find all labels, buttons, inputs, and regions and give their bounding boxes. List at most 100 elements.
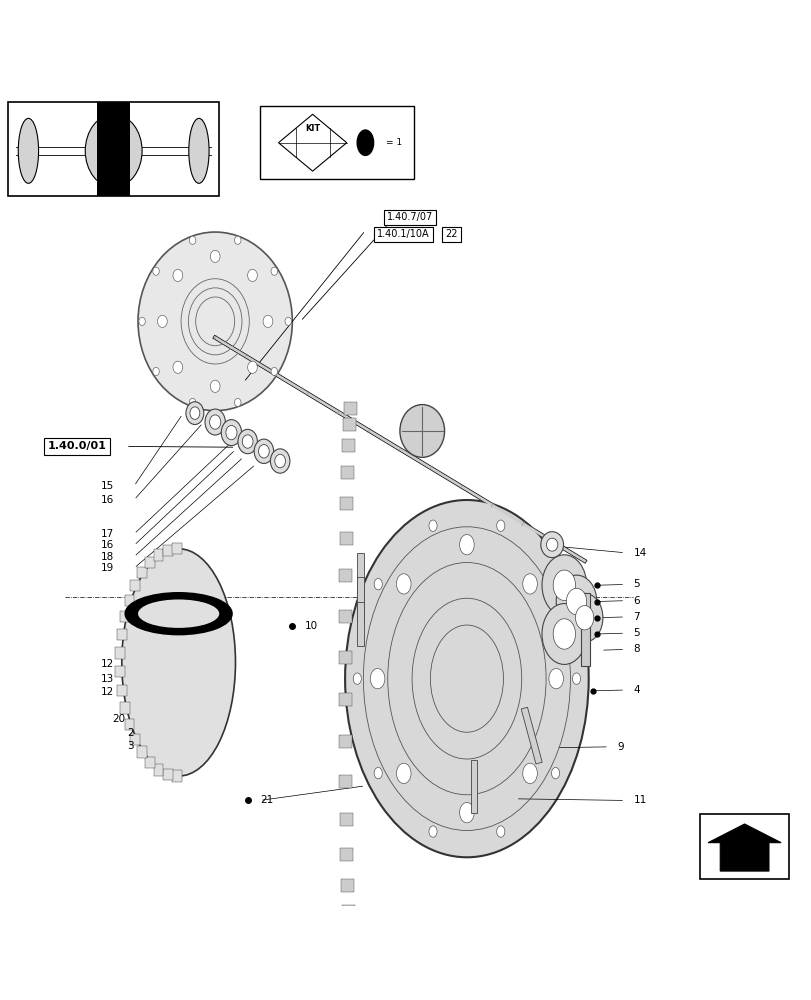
Ellipse shape bbox=[234, 236, 241, 244]
Ellipse shape bbox=[139, 317, 145, 325]
Bar bbox=[137, 746, 147, 758]
Ellipse shape bbox=[258, 445, 269, 458]
Ellipse shape bbox=[522, 763, 537, 784]
Text: 10: 10 bbox=[304, 621, 317, 631]
Bar bbox=[120, 702, 130, 714]
Ellipse shape bbox=[428, 826, 436, 837]
Bar bbox=[357, 553, 363, 597]
Text: 12: 12 bbox=[101, 659, 114, 669]
Ellipse shape bbox=[459, 802, 474, 823]
Bar bbox=[172, 770, 182, 782]
Text: 11: 11 bbox=[633, 795, 646, 805]
Ellipse shape bbox=[353, 673, 361, 684]
Bar bbox=[124, 719, 134, 730]
Bar bbox=[8, 102, 219, 196]
Text: 5: 5 bbox=[633, 628, 639, 638]
Bar bbox=[137, 567, 147, 578]
Bar bbox=[339, 813, 352, 826]
Ellipse shape bbox=[546, 538, 557, 551]
Bar bbox=[521, 707, 542, 764]
Polygon shape bbox=[707, 824, 780, 871]
Bar bbox=[339, 532, 352, 545]
Bar bbox=[357, 601, 363, 646]
Bar bbox=[340, 497, 353, 510]
Ellipse shape bbox=[541, 604, 586, 664]
Ellipse shape bbox=[238, 429, 257, 454]
Text: 8: 8 bbox=[633, 644, 639, 654]
Text: 2: 2 bbox=[127, 728, 134, 738]
Bar bbox=[343, 418, 356, 431]
Bar bbox=[260, 106, 414, 179]
Bar bbox=[340, 848, 353, 861]
Bar bbox=[162, 769, 172, 780]
Ellipse shape bbox=[459, 535, 474, 555]
Text: 14: 14 bbox=[633, 548, 646, 558]
Text: 1.40.7/07: 1.40.7/07 bbox=[387, 212, 432, 222]
Ellipse shape bbox=[551, 578, 559, 590]
Ellipse shape bbox=[575, 606, 593, 630]
Text: 9: 9 bbox=[616, 742, 623, 752]
Bar bbox=[162, 545, 172, 556]
Ellipse shape bbox=[572, 673, 580, 684]
Ellipse shape bbox=[565, 593, 602, 642]
Ellipse shape bbox=[540, 532, 563, 558]
Ellipse shape bbox=[552, 570, 575, 600]
Ellipse shape bbox=[374, 578, 382, 590]
Bar bbox=[341, 439, 354, 452]
Bar bbox=[117, 685, 127, 696]
Text: 7: 7 bbox=[633, 612, 639, 622]
Ellipse shape bbox=[126, 593, 231, 634]
Ellipse shape bbox=[221, 420, 241, 446]
Ellipse shape bbox=[399, 405, 444, 457]
Bar bbox=[341, 879, 354, 892]
Bar bbox=[117, 629, 127, 640]
Bar bbox=[343, 927, 356, 940]
Ellipse shape bbox=[274, 454, 285, 468]
Bar bbox=[357, 577, 363, 622]
Text: 17: 17 bbox=[101, 529, 114, 539]
Ellipse shape bbox=[189, 236, 195, 244]
Text: 13: 13 bbox=[101, 674, 114, 684]
Ellipse shape bbox=[496, 826, 504, 837]
Bar bbox=[130, 734, 139, 745]
Ellipse shape bbox=[270, 449, 290, 473]
Ellipse shape bbox=[370, 668, 384, 689]
Text: 1.40.1/10A: 1.40.1/10A bbox=[377, 229, 429, 239]
Ellipse shape bbox=[247, 361, 257, 373]
Bar bbox=[344, 942, 357, 955]
Ellipse shape bbox=[138, 232, 292, 411]
Bar bbox=[699, 814, 788, 879]
Ellipse shape bbox=[374, 767, 382, 779]
Bar bbox=[145, 757, 155, 768]
Ellipse shape bbox=[522, 574, 537, 594]
Ellipse shape bbox=[271, 367, 277, 376]
Text: 12: 12 bbox=[101, 687, 114, 697]
Bar bbox=[339, 775, 352, 788]
Ellipse shape bbox=[210, 250, 220, 262]
Text: 1.40.0/01: 1.40.0/01 bbox=[48, 441, 106, 451]
Bar bbox=[130, 580, 139, 591]
Text: 21: 21 bbox=[260, 795, 272, 805]
Bar bbox=[115, 666, 125, 677]
Ellipse shape bbox=[551, 767, 559, 779]
Bar bbox=[339, 569, 352, 582]
Bar bbox=[153, 764, 163, 776]
Ellipse shape bbox=[173, 269, 182, 282]
Ellipse shape bbox=[356, 129, 374, 156]
Bar bbox=[338, 693, 351, 706]
Bar bbox=[120, 611, 130, 622]
Bar bbox=[338, 735, 351, 748]
Bar bbox=[341, 466, 354, 479]
Ellipse shape bbox=[122, 549, 235, 776]
Bar bbox=[145, 557, 155, 568]
Text: 16: 16 bbox=[101, 495, 114, 505]
Ellipse shape bbox=[254, 439, 273, 463]
Ellipse shape bbox=[552, 619, 575, 649]
Text: 18: 18 bbox=[101, 552, 114, 562]
Ellipse shape bbox=[548, 668, 563, 689]
Ellipse shape bbox=[285, 317, 291, 325]
Ellipse shape bbox=[157, 315, 167, 327]
Bar bbox=[470, 760, 477, 813]
Ellipse shape bbox=[138, 599, 219, 628]
Bar bbox=[338, 651, 351, 664]
